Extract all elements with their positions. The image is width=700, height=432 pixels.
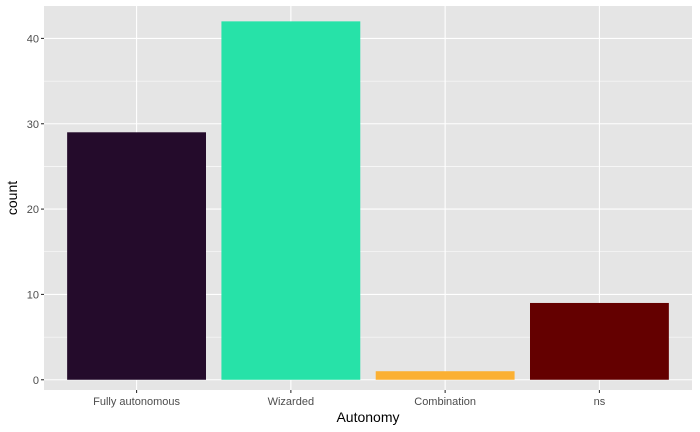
- x-tick-label: Fully autonomous: [93, 396, 180, 408]
- y-tick-label: 20: [27, 204, 39, 216]
- y-tick-label: 40: [27, 33, 39, 45]
- y-tick-label: 10: [27, 289, 39, 301]
- x-axis-ticks: Fully autonomous Wizarded Combination ns: [93, 390, 606, 408]
- y-tick-label: 0: [33, 375, 39, 387]
- bar-combination: [375, 371, 515, 380]
- y-axis-title: count: [4, 181, 20, 215]
- bar-ns: [530, 302, 669, 380]
- x-axis-title: Autonomy: [336, 409, 399, 425]
- bar-fully-autonomous: [67, 132, 207, 380]
- x-tick-label: Combination: [414, 396, 476, 408]
- y-axis-ticks: 0 10 20 30 40: [27, 33, 44, 387]
- bar-wizarded: [221, 21, 361, 380]
- bars: [67, 21, 669, 380]
- x-tick-label: ns: [594, 396, 606, 408]
- y-tick-label: 30: [27, 119, 39, 131]
- x-tick-label: Wizarded: [268, 396, 314, 408]
